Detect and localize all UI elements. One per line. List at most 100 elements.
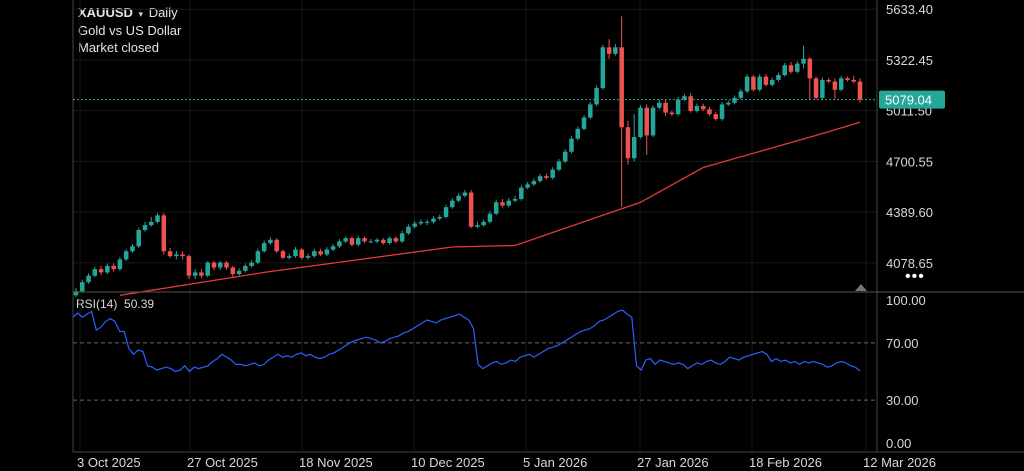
candle <box>500 199 505 208</box>
candle <box>211 261 217 270</box>
candle <box>857 78 863 103</box>
candle-body <box>161 215 167 252</box>
candle <box>418 219 424 226</box>
candle <box>111 263 116 272</box>
candle-body <box>832 81 838 90</box>
candle-body <box>431 218 436 222</box>
candle-body <box>801 58 806 64</box>
candle-body <box>575 128 581 139</box>
candle-body <box>719 104 725 120</box>
price-tick-label: 4389.60 <box>886 205 933 220</box>
candle <box>217 261 223 270</box>
candle <box>123 248 129 262</box>
candle-body <box>744 76 750 92</box>
candle-body <box>500 202 505 206</box>
price-tick-label: 5322.45 <box>886 53 933 68</box>
candle <box>149 216 154 227</box>
candle <box>318 248 323 257</box>
candle <box>493 199 499 216</box>
candle-body <box>475 225 480 227</box>
candle <box>537 173 543 183</box>
candle-body <box>462 192 468 196</box>
market-status: Market closed <box>78 40 159 55</box>
candle <box>525 181 530 190</box>
candle <box>845 76 850 82</box>
candle <box>788 61 794 74</box>
candle <box>381 238 386 245</box>
candle <box>136 227 141 248</box>
candle-body <box>644 107 650 136</box>
candle-body <box>274 239 279 252</box>
candle <box>851 75 856 84</box>
candle <box>155 212 160 224</box>
candle-body <box>412 223 417 227</box>
candle-body <box>136 230 141 247</box>
candle-body <box>713 114 719 120</box>
candle <box>713 111 719 121</box>
candle-body <box>763 76 769 85</box>
candle-body <box>606 47 612 54</box>
candle-body <box>243 265 248 271</box>
price-tick-label: 4078.65 <box>886 256 933 271</box>
candle <box>362 236 367 244</box>
candle <box>813 76 819 100</box>
candle <box>682 93 687 102</box>
candle <box>719 101 725 121</box>
candle <box>663 99 668 116</box>
candle-body <box>851 79 856 82</box>
candle-body <box>657 102 662 108</box>
candle-body <box>406 226 411 234</box>
triangle-up-icon[interactable] <box>855 284 867 291</box>
candle-body <box>80 282 85 292</box>
candle-body <box>625 127 631 159</box>
candle <box>450 198 455 209</box>
chevron-down-icon[interactable]: ▾ <box>138 9 144 19</box>
candle-body <box>512 199 518 201</box>
candle-body <box>688 96 693 111</box>
candle-body <box>98 269 104 273</box>
candle <box>820 77 825 100</box>
time-tick-label: 10 Dec 2025 <box>411 455 485 470</box>
candle-body <box>318 251 323 255</box>
rsi-label: RSI(14) <box>76 297 118 311</box>
candle <box>161 212 167 255</box>
candle-body <box>299 249 305 258</box>
candle <box>142 221 148 232</box>
candle <box>581 115 587 131</box>
candle-body <box>663 102 668 113</box>
candle <box>330 243 336 252</box>
candle-body <box>261 243 267 252</box>
axes-layer: 5633.405322.455011.504700.554389.604078.… <box>72 0 1024 470</box>
candle <box>261 240 267 253</box>
candle <box>613 44 618 56</box>
price-tick-label: 5633.40 <box>886 2 933 17</box>
candle <box>594 85 599 107</box>
candle-body <box>468 192 474 227</box>
candle <box>305 253 311 260</box>
rsi-tick-label: 100.00 <box>886 293 926 308</box>
candle-body <box>857 81 863 100</box>
candle <box>312 248 317 258</box>
more-options-icon[interactable]: ••• <box>905 268 925 285</box>
time-tick-label: 18 Feb 2026 <box>749 455 822 470</box>
candle <box>619 16 624 208</box>
candle-body <box>399 233 405 242</box>
rsi-value: 50.39 <box>124 297 155 311</box>
time-tick-label: 3 Oct 2025 <box>77 455 141 470</box>
candle <box>199 269 204 279</box>
candle-body <box>738 91 744 98</box>
candle <box>86 273 91 284</box>
candle <box>368 238 374 244</box>
candle-body <box>167 251 173 257</box>
candle <box>487 211 493 224</box>
candle <box>387 236 392 245</box>
candle <box>531 178 537 186</box>
candle <box>600 44 606 90</box>
candle-body <box>343 238 348 242</box>
candle <box>105 263 110 275</box>
candle <box>192 269 198 279</box>
candle <box>688 92 693 113</box>
candle-body <box>286 256 292 258</box>
candle-body <box>174 254 179 257</box>
